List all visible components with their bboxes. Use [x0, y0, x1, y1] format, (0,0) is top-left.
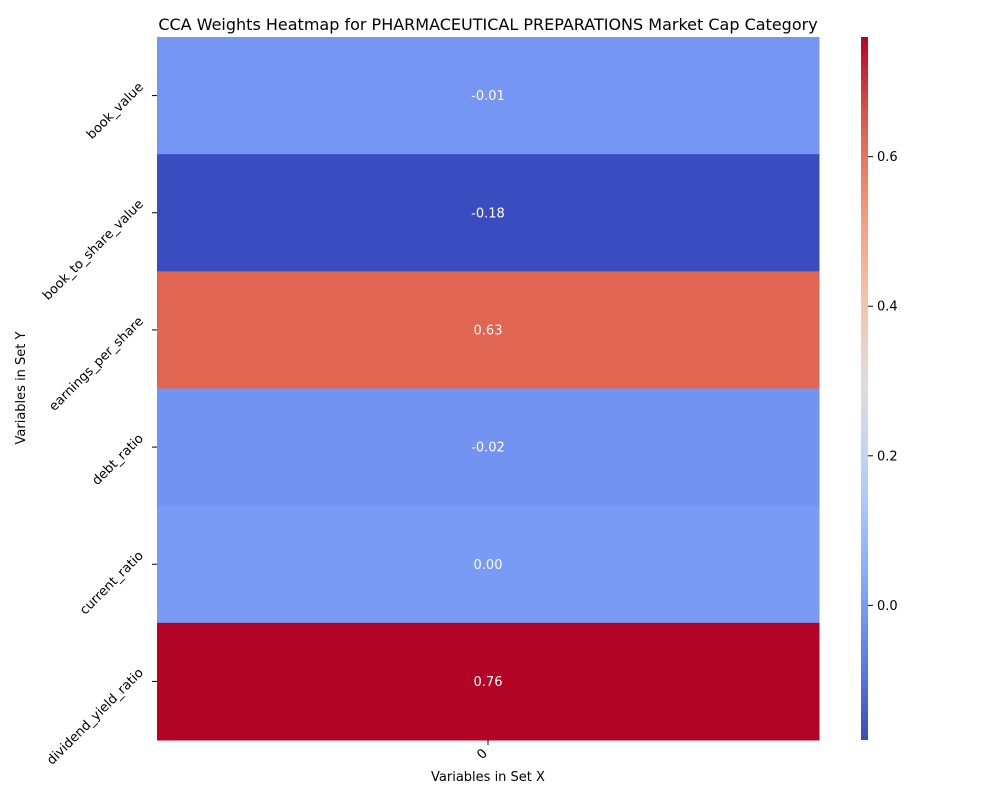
cell-annotation: 0.76	[474, 675, 503, 690]
colorbar-tick-label: 0.6	[877, 150, 898, 165]
y-tick-label: dividend_yield_ratio	[44, 666, 147, 769]
x-axis-label: Variables in Set X	[431, 770, 545, 785]
y-tick-label: book_value	[84, 80, 147, 143]
colorbar-tick-label: 0.4	[877, 300, 898, 315]
colorbar: 0.0 0.2 0.4 0.6	[861, 37, 898, 740]
y-axis-label: Variables in Set Y	[14, 331, 29, 444]
x-tick-label: 0	[474, 746, 490, 762]
y-tick-label: current_ratio	[77, 548, 147, 618]
heatmap-cell	[157, 154, 820, 272]
heatmap-cell	[157, 388, 820, 507]
heatmap-cell	[157, 505, 820, 624]
heatmap-cell	[157, 622, 820, 741]
heatmap-cells: -0.01 -0.18 0.63 -0.02 0.00 0.76	[157, 37, 820, 741]
cell-annotation: 0.00	[474, 558, 503, 573]
heatmap-cell	[157, 271, 820, 389]
y-tick-label: book_to_share_value	[40, 197, 147, 304]
colorbar-gradient	[861, 37, 868, 740]
y-axis-ticks: book_value book_to_share_valueearnings_pe…	[40, 80, 157, 768]
colorbar-tick-label: 0.0	[877, 599, 898, 614]
cell-annotation: 0.63	[474, 323, 503, 338]
cell-annotation: -0.02	[471, 441, 505, 456]
x-axis-ticks: 0	[474, 740, 491, 763]
chart-title: CCA Weights Heatmap for PHARMACEUTICAL P…	[158, 15, 817, 34]
y-tick-label: debt_ratio	[89, 431, 146, 488]
heatmap-cell	[157, 37, 820, 155]
colorbar-tick-label: 0.2	[877, 449, 898, 464]
cell-annotation: -0.01	[471, 89, 505, 104]
cell-annotation: -0.18	[471, 206, 505, 221]
y-tick-label: earnings_per_share	[47, 314, 147, 414]
